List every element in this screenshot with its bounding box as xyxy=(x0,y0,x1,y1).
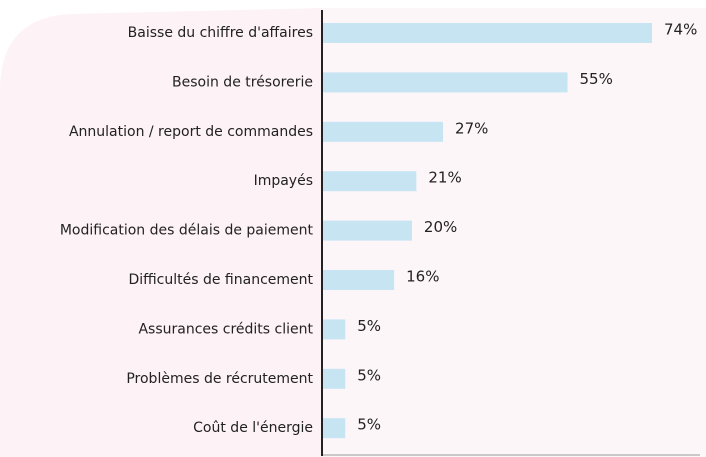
category-label: Coût de l'énergie xyxy=(193,420,313,436)
value-label: 21% xyxy=(428,169,461,187)
value-label: 27% xyxy=(455,119,488,137)
bar xyxy=(323,220,412,241)
value-label: 5% xyxy=(357,416,381,434)
bar xyxy=(323,319,346,340)
category-label: Besoin de trésorerie xyxy=(172,74,313,90)
bar xyxy=(323,72,568,93)
category-label: Impayés xyxy=(254,173,313,189)
category-label: Baisse du chiffre d'affaires xyxy=(128,25,313,41)
category-label: Annulation / report de commandes xyxy=(69,124,313,140)
category-label: Assurances crédits client xyxy=(138,321,313,337)
value-label: 20% xyxy=(424,218,457,236)
value-label: 5% xyxy=(357,317,381,335)
bar xyxy=(323,418,346,439)
category-label: Modification des délais de paiement xyxy=(60,223,314,239)
value-label: 5% xyxy=(357,366,381,384)
category-label: Problèmes de récrutement xyxy=(126,371,313,387)
background xyxy=(0,8,322,457)
bar xyxy=(323,121,444,142)
bar xyxy=(323,270,395,290)
category-label: Difficultés de financement xyxy=(128,272,313,288)
value-label: 74% xyxy=(664,21,697,39)
bar xyxy=(323,368,346,389)
value-label: 55% xyxy=(580,70,613,88)
bar xyxy=(323,23,652,43)
bar xyxy=(323,171,417,192)
value-label: 16% xyxy=(406,268,439,286)
